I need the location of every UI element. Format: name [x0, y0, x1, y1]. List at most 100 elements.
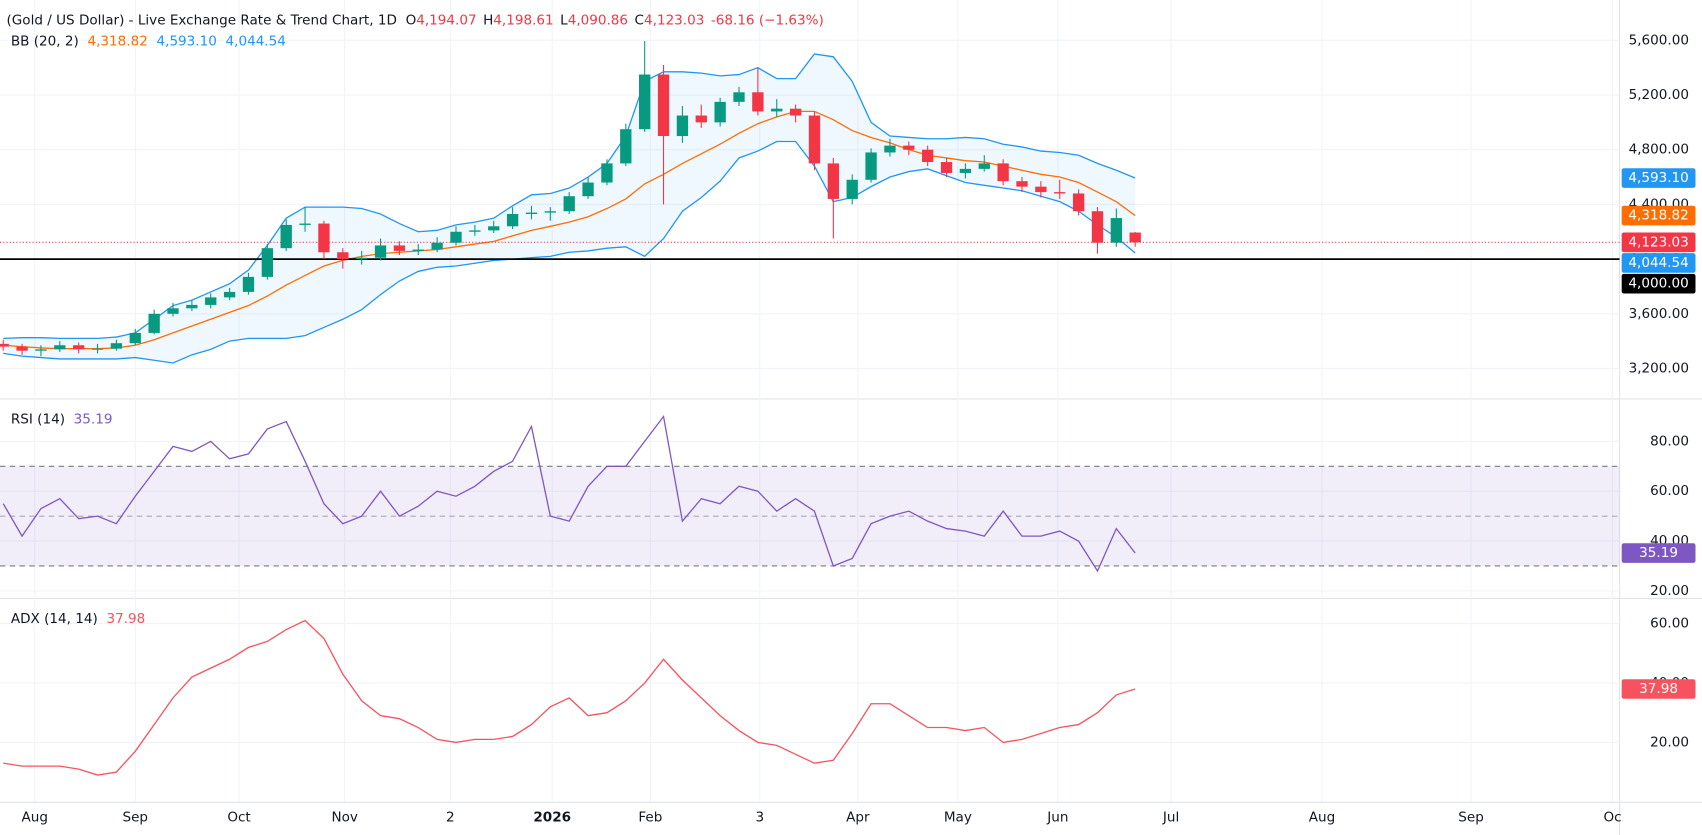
candle-body: [73, 345, 85, 350]
price-badge-label: 37.98: [1639, 681, 1678, 697]
y-tick-label: 3,600.00: [1629, 306, 1689, 322]
candle-body: [393, 245, 406, 251]
price-badge-label: 4,044.54: [1628, 255, 1688, 271]
candle-body: [488, 226, 500, 231]
candle-body: [959, 168, 972, 173]
candle-body: [205, 297, 217, 305]
band-fill: [0, 466, 1620, 566]
candle-body: [299, 223, 311, 225]
candle-body: [374, 245, 387, 258]
candle-body: [280, 224, 292, 249]
x-tick-label: Sep: [123, 810, 149, 826]
candle-body: [1110, 218, 1122, 243]
y-tick-label: 60.00: [1650, 616, 1689, 632]
indicator-name: ADX (14, 14): [11, 611, 98, 627]
candle-body: [695, 115, 707, 123]
candle-body: [356, 257, 368, 260]
candle-body: [676, 115, 689, 137]
candle-body: [186, 304, 198, 309]
candle-body: [563, 196, 575, 212]
price-badge: [1621, 273, 1696, 294]
ohlc-label: H: [483, 13, 493, 29]
ohlc-value: 4,090.86: [568, 13, 628, 29]
price-badge: [1621, 543, 1696, 563]
indicator-value: 4,593.10: [157, 33, 217, 49]
ohlc-label: L: [560, 13, 568, 29]
candle-body: [91, 348, 104, 350]
candle-body: [242, 276, 255, 292]
y-tick-label: 5,200.00: [1629, 87, 1689, 103]
candle-body: [337, 252, 349, 260]
badges-layer: 4,593.10 4,318.82 4,123.03 4,044.54 4,000.00…: [1621, 168, 1696, 699]
candle-body: [865, 152, 877, 180]
candle-body: [223, 291, 236, 298]
x-tick-label: May: [944, 810, 972, 826]
y-tick-label: 80.00: [1650, 433, 1689, 449]
price-badge-label: 4,593.10: [1628, 170, 1688, 186]
candle-body: [129, 332, 141, 344]
candle-body: [752, 92, 764, 112]
x-tick-label: Oc: [1603, 810, 1621, 826]
change-label: -68.16 (−1.63%): [711, 13, 824, 29]
ohlc-value: 4,194.07: [416, 13, 476, 29]
candle-body: [639, 74, 651, 130]
candle-body: [884, 145, 896, 153]
price-badge-label: 35.19: [1639, 545, 1678, 561]
x-tick-label: Aug: [1309, 810, 1335, 826]
x-tick-label: 2: [446, 810, 455, 826]
candle-body: [601, 163, 613, 183]
candle-body: [808, 115, 821, 164]
chart-title: (Gold / US Dollar) - Live Exchange Rate …: [7, 13, 397, 29]
y-tick-label: 4,800.00: [1629, 142, 1689, 158]
marks-layer: [0, 41, 1620, 776]
candle-body: [940, 162, 953, 173]
y-tick-label: 5,600.00: [1629, 32, 1689, 48]
y-tick-label: 20.00: [1650, 734, 1689, 750]
candle-body: [506, 213, 519, 227]
candle-body: [431, 242, 443, 250]
candle-body: [1129, 232, 1141, 243]
candle-body: [789, 108, 802, 116]
candle-body: [978, 163, 990, 169]
indicator-line: [3, 619, 1136, 776]
candle-body: [1072, 193, 1085, 212]
indicator-value: 37.98: [107, 611, 146, 627]
candle-body: [261, 248, 273, 277]
candle-body: [1054, 192, 1066, 194]
chart-header: (Gold / US Dollar) - Live Exchange Rate …: [7, 13, 824, 29]
x-tick-label: Jul: [1162, 810, 1179, 826]
ohlc-value: 4,123.03: [644, 13, 704, 29]
indicator-name: BB (20, 2): [11, 33, 79, 49]
candle-body: [167, 308, 179, 314]
x-tick-label: 2026: [533, 810, 571, 826]
x-tick-label: Jun: [1046, 810, 1068, 826]
price-badge: [1621, 205, 1696, 226]
x-tick-label: Sep: [1458, 810, 1484, 826]
candle-body: [922, 149, 934, 163]
candle-body: [827, 163, 839, 199]
candle-body: [620, 129, 632, 164]
candle-body: [54, 345, 66, 350]
candle-body: [450, 231, 462, 243]
indicator-legend: BB (20, 2) 4,318.82 4,593.10 4,044.54: [11, 33, 286, 49]
price-badge-label: 4,318.82: [1628, 207, 1688, 223]
candle-body: [771, 108, 783, 112]
candle-body: [544, 211, 556, 213]
candle-body: [35, 349, 47, 351]
y-tick-label: 20.00: [1650, 583, 1689, 599]
price-badge: [1621, 253, 1696, 273]
indicator-legend: ADX (14, 14) 37.98: [11, 611, 145, 627]
y-tick-label: 60.00: [1650, 483, 1689, 499]
candle-body: [733, 92, 745, 102]
indicator-value: 35.19: [74, 412, 113, 428]
candle-body: [846, 179, 858, 199]
x-tick-label: Oct: [227, 810, 250, 826]
candle-body: [1091, 211, 1104, 243]
x-tick-label: Apr: [846, 810, 870, 826]
candle-body: [582, 182, 594, 197]
candle-body: [1035, 186, 1047, 193]
candle-body: [997, 163, 1009, 182]
ohlc-label: O: [406, 13, 417, 29]
